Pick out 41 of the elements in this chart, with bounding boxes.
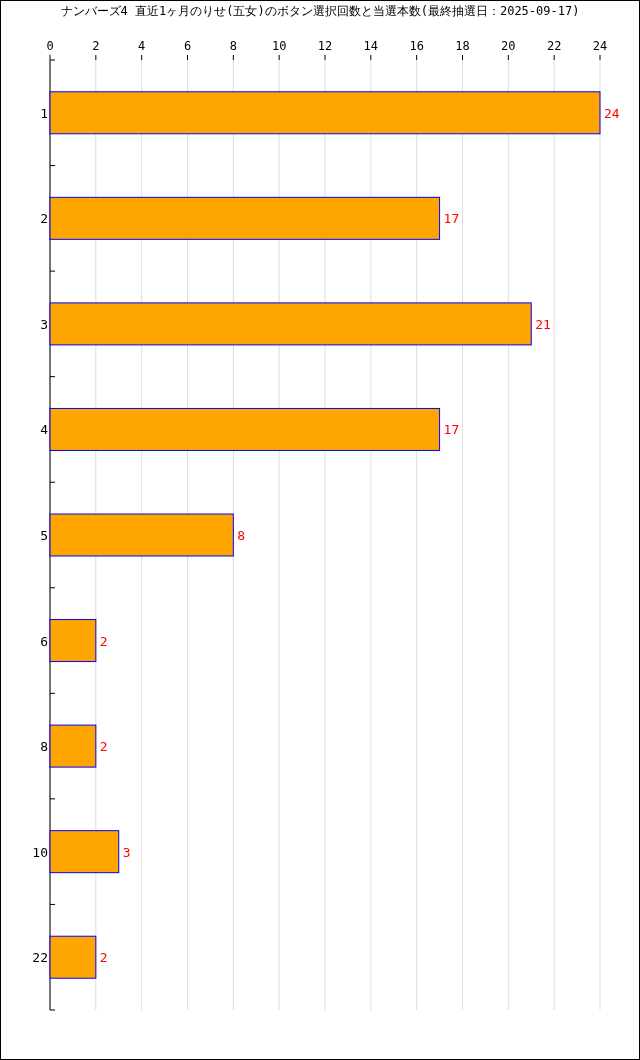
y-tick-label: 5: [40, 528, 48, 543]
y-tick-label: 2: [40, 211, 48, 227]
bar: [49, 830, 120, 874]
data-label: 2: [99, 950, 108, 966]
x-tick-label: 6: [183, 39, 192, 53]
data-label: 3: [122, 844, 131, 860]
x-tick-label: 4: [138, 39, 146, 53]
bar: [49, 302, 532, 346]
x-tick-label: 18: [455, 39, 470, 53]
bar: [49, 196, 441, 240]
y-tick-label: 1: [40, 105, 48, 121]
bar: [49, 619, 97, 663]
y-tick-label: 3: [40, 316, 48, 332]
chart-title: ナンバーズ4 直近1ヶ月のりせ(五女)のボタン選択回数と当選本数(最終抽選日：2025-09-17): [60, 4, 580, 18]
x-tick-label: 0: [46, 39, 54, 53]
x-tick-label: 16: [409, 39, 424, 53]
data-label: 21: [535, 316, 551, 332]
y-tick-label: 22: [32, 950, 48, 966]
bar: [49, 91, 601, 135]
y-tick-label: 6: [40, 633, 48, 649]
data-label: 17: [443, 211, 460, 227]
y-tick-label: 4: [40, 422, 49, 438]
bar: [49, 513, 234, 557]
data-label: 24: [604, 105, 620, 121]
x-tick-label: 20: [501, 39, 516, 53]
y-tick-label: 10: [32, 844, 48, 860]
data-label: 8: [237, 528, 246, 543]
x-tick-label: 10: [271, 39, 287, 53]
x-tick-label: 24: [592, 39, 608, 53]
x-tick-label: 14: [363, 39, 379, 53]
bar: [49, 407, 441, 451]
x-tick-label: 12: [317, 39, 333, 53]
x-tick-label: 2: [92, 39, 100, 53]
x-tick-label: 8: [229, 39, 237, 53]
data-label: 2: [99, 739, 108, 755]
x-tick-label: 22: [546, 39, 562, 53]
y-tick-label: 8: [40, 739, 48, 755]
bar: [49, 935, 97, 979]
bar: [49, 724, 97, 768]
data-label: 2: [99, 633, 108, 649]
data-label: 17: [443, 422, 460, 438]
